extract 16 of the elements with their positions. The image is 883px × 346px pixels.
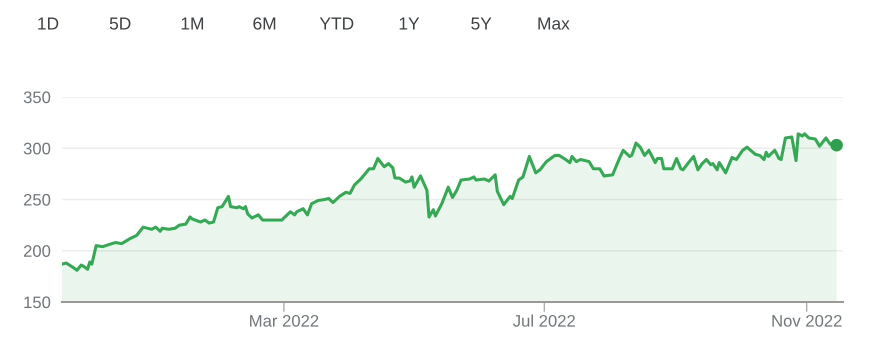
- text: 6M: [253, 17, 276, 30]
- y-tick-label: 300: [24, 142, 50, 154]
- text: Max: [538, 18, 570, 30]
- text: 1D: [38, 18, 58, 30]
- x-tick-label: Nov 2022: [772, 314, 842, 327]
- x-tick-label: Jul 2022: [513, 314, 575, 327]
- text: 5D: [110, 18, 130, 30]
- y-tick-label: 350: [24, 91, 50, 104]
- x-tick-label: Mar 2022: [250, 314, 318, 327]
- text: 1M: [182, 18, 204, 30]
- y-tick-label: 150: [24, 296, 50, 308]
- text: 5Y: [471, 18, 492, 30]
- y-tick-label: 250: [24, 194, 50, 206]
- text: 1Y: [400, 18, 420, 30]
- y-tick-label: 200: [24, 245, 50, 257]
- text: YTD: [320, 18, 354, 30]
